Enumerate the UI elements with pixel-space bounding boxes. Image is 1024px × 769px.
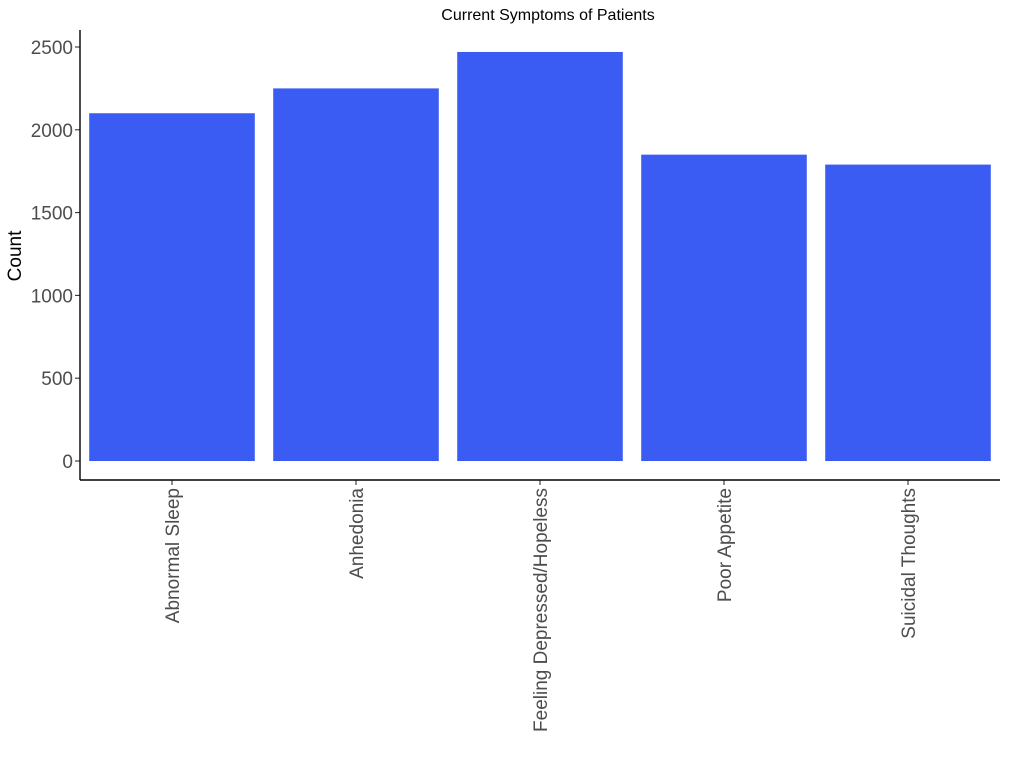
x-tick-label: Suicidal Thoughts	[899, 488, 920, 639]
bar	[457, 51, 623, 462]
x-tick-label: Abnormal Sleep	[163, 488, 184, 623]
x-tick-label: Poor Appetite	[715, 488, 736, 602]
bars-group	[89, 51, 991, 462]
bar	[89, 113, 255, 462]
bar	[825, 164, 991, 462]
x-tick-label: Anhedonia	[347, 488, 368, 579]
y-axis-title: Count	[5, 230, 26, 281]
y-tick-label: 1500	[31, 204, 73, 225]
bar	[273, 88, 439, 462]
y-axis-ticks: 0 500 1000 1500 2000 2500	[31, 38, 80, 473]
y-tick-label: 500	[41, 369, 73, 390]
chart-title: Current Symptoms of Patients	[441, 7, 654, 24]
x-tick-label: Feeling Depressed/Hopeless	[531, 488, 552, 732]
y-tick-label: 1000	[31, 286, 73, 307]
bar	[641, 154, 807, 461]
x-axis-ticks: Abnormal Sleep Anhedonia Feeling Depressed…	[163, 480, 920, 732]
y-tick-label: 2000	[31, 121, 73, 142]
y-tick-label: 2500	[31, 38, 73, 59]
y-tick-label: 0	[62, 452, 73, 473]
